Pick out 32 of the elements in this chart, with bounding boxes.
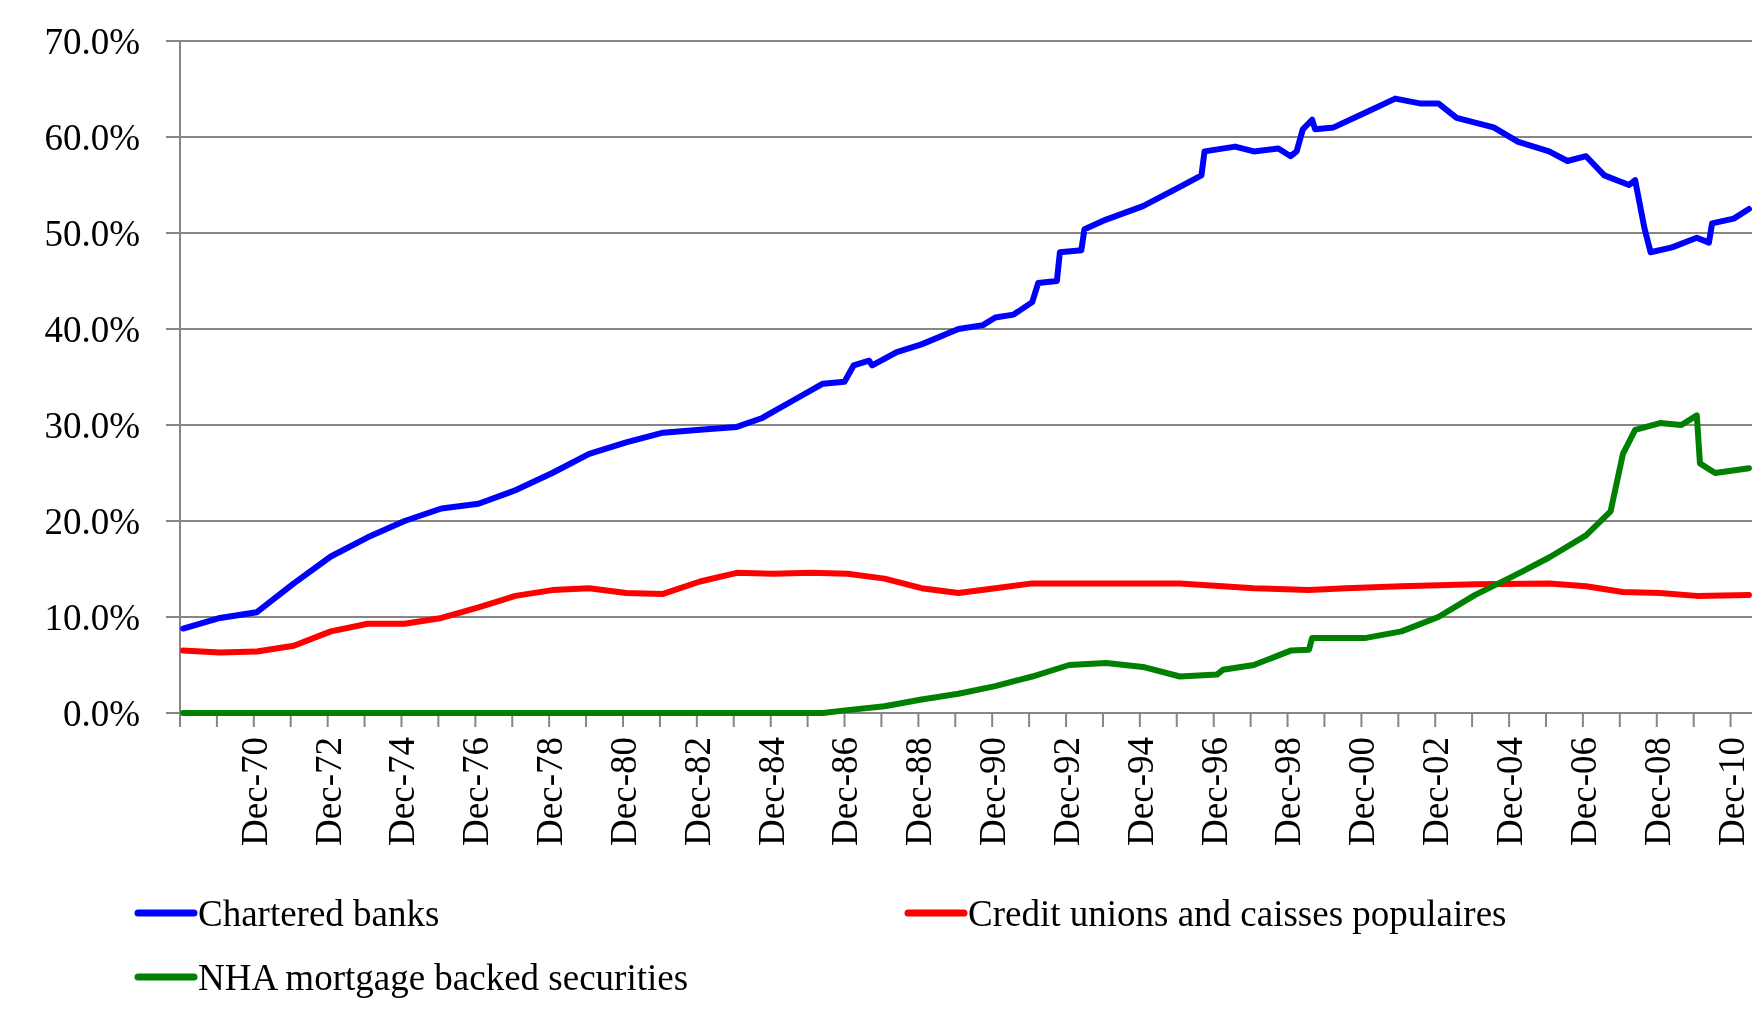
y-tick-label: 50.0% <box>44 212 140 254</box>
x-tick-label: Dec-80 <box>602 737 644 846</box>
y-tick-label: 10.0% <box>44 596 140 638</box>
x-tick-label: Dec-94 <box>1119 737 1161 846</box>
y-tick-label: 60.0% <box>44 116 140 158</box>
x-tick-label: Dec-76 <box>455 737 497 846</box>
x-tick-label: Dec-90 <box>972 737 1014 846</box>
x-tick-label: Dec-82 <box>676 737 718 846</box>
legend-label: NHA mortgage backed securities <box>198 956 689 998</box>
legend-label: Credit unions and caisses populaires <box>968 892 1507 934</box>
x-tick-label: Dec-74 <box>381 737 423 846</box>
x-tick-label: Dec-00 <box>1341 737 1383 846</box>
x-tick-label: Dec-70 <box>233 737 275 846</box>
x-tick-label: Dec-72 <box>307 737 349 846</box>
y-tick-label: 20.0% <box>44 500 140 542</box>
x-tick-label: Dec-96 <box>1193 737 1235 846</box>
x-tick-label: Dec-08 <box>1636 737 1678 846</box>
x-tick-label: Dec-98 <box>1267 737 1309 846</box>
y-tick-label: 40.0% <box>44 308 140 350</box>
legend-label: Chartered banks <box>198 892 440 934</box>
x-tick-label: Dec-02 <box>1415 737 1457 846</box>
x-tick-label: Dec-78 <box>529 737 571 846</box>
y-tick-label: 70.0% <box>44 20 140 62</box>
x-tick-label: Dec-86 <box>824 737 866 846</box>
x-tick-label: Dec-06 <box>1562 737 1604 846</box>
x-tick-label: Dec-04 <box>1489 737 1531 846</box>
x-tick-label: Dec-10 <box>1710 737 1752 846</box>
x-tick-label: Dec-88 <box>898 737 940 846</box>
y-tick-label: 30.0% <box>44 404 140 446</box>
y-tick-label: 0.0% <box>62 692 140 734</box>
x-tick-label: Dec-84 <box>750 737 792 846</box>
x-tick-label: Dec-92 <box>1046 737 1088 846</box>
